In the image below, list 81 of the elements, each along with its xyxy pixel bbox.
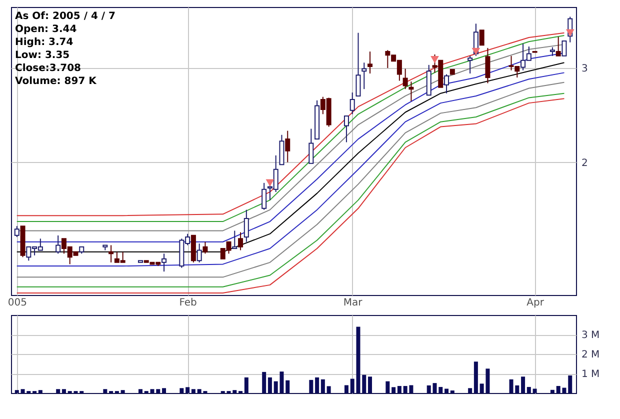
annotation: Low: 3.35	[15, 50, 70, 61]
bar	[526, 386, 531, 393]
bar	[450, 390, 454, 393]
bar	[532, 388, 537, 393]
candlestick	[162, 253, 167, 272]
candlestick	[14, 226, 20, 238]
candlestick	[196, 243, 202, 263]
bar	[397, 386, 402, 393]
annotation: Volume: 897 K	[15, 76, 98, 87]
point	[566, 29, 574, 36]
candlestick	[244, 209, 249, 242]
bar	[568, 375, 572, 393]
bar	[550, 390, 554, 393]
bar	[309, 380, 314, 393]
annotation: Close:3.708	[15, 63, 82, 74]
bar	[103, 389, 108, 393]
candlestick	[426, 64, 432, 96]
bar	[191, 389, 196, 393]
bar	[320, 379, 325, 393]
candlestick	[485, 47, 490, 84]
bar	[162, 388, 166, 393]
candlestick	[108, 244, 114, 263]
candlestick	[285, 130, 290, 163]
bar	[344, 385, 348, 393]
bar	[368, 376, 372, 393]
bar	[180, 388, 184, 393]
candlestick	[556, 36, 561, 56]
bar	[315, 377, 320, 393]
candlestick	[402, 68, 408, 90]
bar	[426, 385, 431, 393]
y-tick-label: 1 M	[582, 369, 600, 380]
bar	[186, 387, 190, 393]
candlestick	[232, 230, 238, 250]
bar	[386, 381, 390, 393]
bar	[521, 376, 526, 393]
bar	[268, 377, 272, 393]
candlestick	[362, 62, 367, 90]
candlestick	[444, 74, 450, 94]
bar	[120, 390, 125, 393]
point	[472, 48, 480, 56]
bar	[474, 362, 478, 393]
x-tick-label: Apr	[526, 298, 545, 308]
annotation: Open: 3.44	[15, 24, 77, 35]
bar	[468, 388, 472, 393]
annotation: High: 3.74	[15, 37, 74, 48]
bar	[14, 390, 19, 393]
candlestick	[344, 116, 349, 143]
x-tick-label: Mar	[343, 298, 364, 308]
x-tick-label: Feb	[179, 298, 197, 308]
bar	[56, 389, 60, 393]
candlestick	[368, 51, 373, 74]
bar	[362, 374, 366, 393]
candlestick	[279, 134, 284, 166]
y-tick-label: 2	[582, 158, 588, 169]
annotation: As Of: 2005 / 4 / 7	[15, 11, 116, 22]
candlestick	[308, 128, 314, 164]
y-tick-label: 3 M	[582, 330, 600, 341]
y-tick-label: 2 M	[582, 350, 600, 360]
bar	[138, 389, 142, 393]
candlestick	[56, 234, 61, 254]
bar	[62, 389, 66, 393]
candlestick	[262, 182, 267, 210]
x-tick-label: 005	[8, 298, 27, 308]
candlestick	[356, 32, 361, 96]
candlestick	[468, 55, 473, 74]
bar	[392, 387, 396, 393]
point	[266, 179, 274, 187]
y-tick-label: 3	[582, 63, 588, 74]
point	[430, 56, 439, 64]
bar	[244, 377, 248, 393]
bar	[326, 386, 331, 393]
candlestick	[408, 81, 414, 102]
candlestick	[562, 40, 567, 56]
candlestick	[350, 92, 355, 115]
bar	[262, 372, 266, 393]
candlestick	[479, 30, 484, 46]
bar	[38, 390, 42, 393]
candlestick	[238, 232, 244, 251]
bar	[444, 388, 449, 393]
bar	[286, 380, 290, 393]
candlestick	[202, 241, 208, 254]
